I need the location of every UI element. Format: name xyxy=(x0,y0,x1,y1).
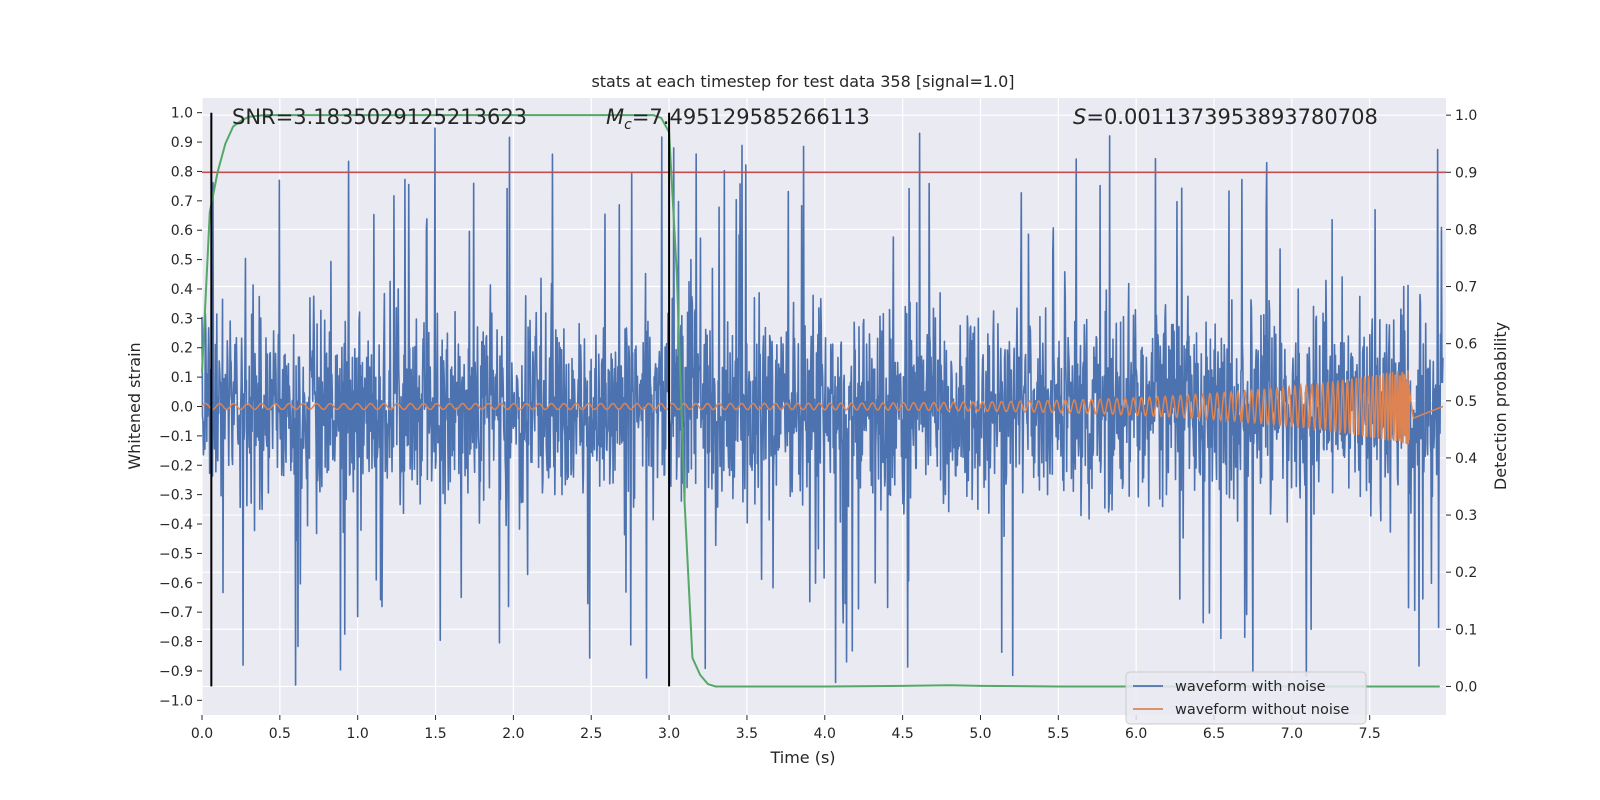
legend-entry-clean: waveform without noise xyxy=(1175,702,1349,718)
x-tick-label: 5.5 xyxy=(1047,726,1069,742)
y-tick-label: 0.4 xyxy=(171,282,193,298)
noise-waveform-line xyxy=(201,127,1444,686)
chirp-mass-symbol: M xyxy=(606,105,624,129)
x-tick-label: 6.5 xyxy=(1203,726,1225,742)
chirp-mass-value: =7.495129585266113 xyxy=(632,105,870,129)
y-tick-label: 0.6 xyxy=(171,223,193,239)
series-waveform-with-noise xyxy=(201,127,1444,686)
x-tick-label: 0.5 xyxy=(269,726,291,742)
legend: waveform with noise waveform without noi… xyxy=(1125,671,1367,725)
y-tick-label: 0.3 xyxy=(171,311,193,327)
clean-waveform-line xyxy=(201,370,1444,445)
chart-title: stats at each timestep for test data 358… xyxy=(591,72,1014,91)
x-tick-label: 2.0 xyxy=(502,726,524,742)
y-tick-label: −0.2 xyxy=(159,458,193,474)
y-tick-label: 0.0 xyxy=(171,400,193,416)
right-tick-label: 0.5 xyxy=(1455,394,1477,410)
x-tick-label: 4.5 xyxy=(891,726,913,742)
x-tick-label: 1.0 xyxy=(347,726,369,742)
y-tick-label: 1.0 xyxy=(171,106,193,122)
y-tick-label: 0.9 xyxy=(171,135,193,151)
chirp-mass-subscript: c xyxy=(624,117,632,133)
y-tick-label: −0.5 xyxy=(159,546,193,562)
s-symbol: S xyxy=(1073,105,1086,129)
x-axis-label: Time (s) xyxy=(769,748,835,767)
right-tick-label: 0.4 xyxy=(1455,451,1477,467)
vertical-markers xyxy=(210,112,671,687)
right-tick-label: 0.3 xyxy=(1455,508,1477,524)
s-annotation: S=0.0011373953893780708 xyxy=(1073,105,1378,129)
probability-line xyxy=(201,114,1440,688)
y-tick-label: −0.6 xyxy=(159,576,193,592)
right-axis-ticks: 1.0 0.9 0.8 0.7 0.6 0.5 0.4 0.3 0.2 0.1 0.0 xyxy=(1446,108,1477,695)
x-tick-label: 7.5 xyxy=(1359,726,1381,742)
x-tick-label: 2.5 xyxy=(580,726,602,742)
x-tick-label: 3.0 xyxy=(658,726,680,742)
right-tick-label: 0.0 xyxy=(1455,679,1477,695)
y-tick-label: 0.2 xyxy=(171,341,193,357)
x-axis-ticks: 0.0 0.5 1.0 1.5 2.0 2.5 3.0 3.5 4.0 4.5 5.0 5.5 6.0 6… xyxy=(191,715,1381,742)
y-tick-label: −1.0 xyxy=(159,693,193,709)
y-tick-label: 0.8 xyxy=(171,164,193,180)
y-axis-ticks: 1.0 0.9 0.8 0.7 0.6 0.5 0.4 0.3 0.2 0.1 0.0 −0.1 −0.… xyxy=(159,106,202,709)
snr-annotation: SNR=3.1835029125213623 xyxy=(232,105,527,129)
legend-entry-noise: waveform with noise xyxy=(1175,679,1326,695)
y-tick-label: −0.3 xyxy=(159,488,193,504)
y-axis-label: Whitened strain xyxy=(125,342,144,469)
right-tick-label: 0.2 xyxy=(1455,565,1477,581)
x-tick-label: 3.5 xyxy=(736,726,758,742)
x-tick-label: 6.0 xyxy=(1125,726,1147,742)
y-tick-label: −0.1 xyxy=(159,429,193,445)
x-tick-label: 5.0 xyxy=(969,726,991,742)
right-tick-label: 0.8 xyxy=(1455,222,1477,238)
right-tick-label: 0.7 xyxy=(1455,280,1477,296)
y-tick-label: 0.5 xyxy=(171,253,193,269)
x-tick-label: 4.0 xyxy=(814,726,836,742)
x-tick-label: 7.0 xyxy=(1281,726,1303,742)
series-waveform-without-noise xyxy=(201,370,1444,445)
right-axis-label: Detection probability xyxy=(1491,322,1510,490)
chirp-mass-annotation: Mc=7.495129585266113 xyxy=(606,105,870,133)
series-detection-probability xyxy=(201,114,1440,688)
y-tick-label: 0.7 xyxy=(171,194,193,210)
right-tick-label: 0.6 xyxy=(1455,337,1477,353)
right-tick-label: 0.9 xyxy=(1455,165,1477,181)
right-tick-label: 0.1 xyxy=(1455,622,1477,638)
y-tick-label: 0.1 xyxy=(171,370,193,386)
y-tick-label: −0.9 xyxy=(159,664,193,680)
y-tick-label: −0.7 xyxy=(159,605,193,621)
s-value: =0.0011373953893780708 xyxy=(1086,105,1378,129)
x-tick-label: 1.5 xyxy=(424,726,446,742)
legend-box xyxy=(1125,671,1367,725)
right-tick-label: 1.0 xyxy=(1455,108,1477,124)
y-tick-label: −0.4 xyxy=(159,517,193,533)
x-tick-label: 0.0 xyxy=(191,726,213,742)
y-tick-label: −0.8 xyxy=(159,635,193,651)
